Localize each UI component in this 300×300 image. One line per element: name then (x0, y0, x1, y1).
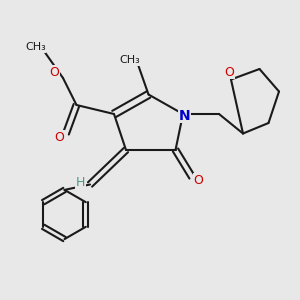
Text: CH₃: CH₃ (25, 42, 46, 52)
Text: O: O (194, 173, 203, 187)
Text: O: O (55, 130, 64, 144)
Text: O: O (225, 65, 234, 79)
Text: CH₃: CH₃ (119, 55, 140, 65)
Text: H: H (76, 176, 85, 189)
Text: O: O (49, 66, 59, 79)
Text: N: N (179, 109, 190, 122)
